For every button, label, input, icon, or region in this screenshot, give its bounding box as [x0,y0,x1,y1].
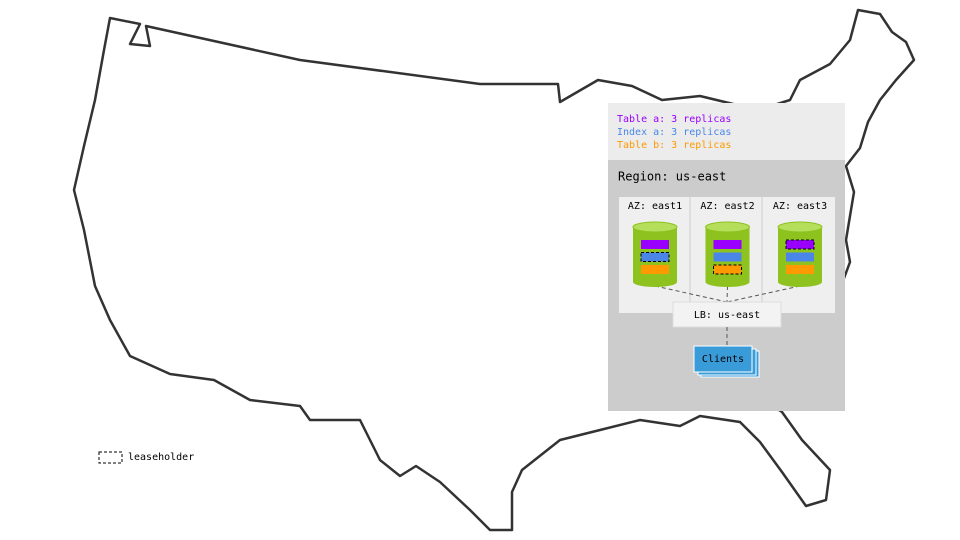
leaseholder-label: leaseholder [128,452,194,463]
connector [726,285,801,303]
leaseholder-swatch [98,451,123,464]
connector [726,285,728,303]
replica-bar [641,265,669,274]
az-label: AZ: east3 [773,201,827,212]
connector [654,285,728,303]
replica-bar [713,240,742,249]
replica-bar [786,265,814,274]
clients-label: Clients [702,354,744,365]
az-label: AZ: east2 [700,201,754,212]
clients-box [693,345,753,373]
replica-legend-panel [608,103,845,160]
replica-bar [713,264,742,275]
load-balancer-label: LB: us-east [694,310,760,321]
cylinder-top [705,221,750,233]
replica-bar [640,252,670,262]
cylinder-top [777,221,823,233]
cylinder-bottom [778,277,822,287]
replica-legend-item: Index a: 3 replicas [617,127,731,138]
cylinder-bottom [705,277,750,287]
cylinder-bottom [633,277,677,287]
replica-bar [786,252,814,262]
az-label: AZ: east1 [628,201,682,212]
load-balancer-box [672,301,782,328]
replica-bar [785,239,815,250]
replica-bar [713,252,742,262]
cylinder-top [632,221,678,233]
replica-legend-item: Table a: 3 replicas [617,114,731,125]
region-label: Region: us-east [618,170,726,184]
replica-legend-item: Table b: 3 replicas [617,140,731,151]
replica-bar [641,240,669,249]
